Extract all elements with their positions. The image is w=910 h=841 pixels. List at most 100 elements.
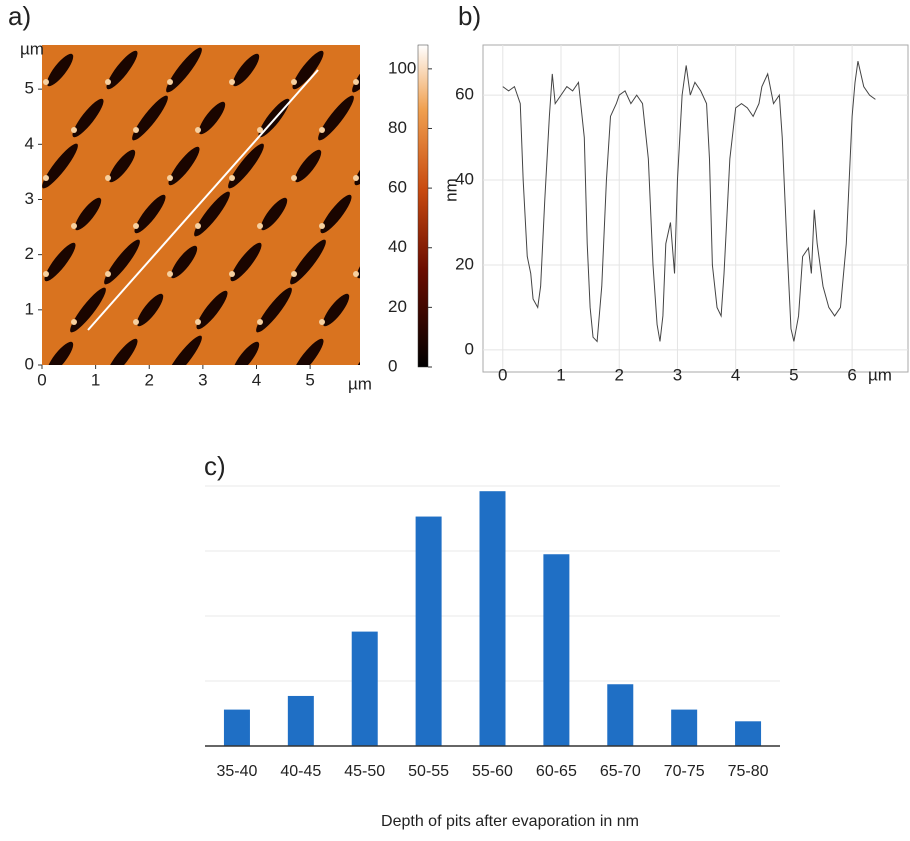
x-axis-title: Depth of pits after evaporation in nm	[381, 813, 639, 830]
bar	[735, 721, 762, 746]
grain	[167, 367, 173, 373]
pit	[230, 242, 262, 282]
y-tick-label: 2	[25, 244, 34, 263]
grain	[381, 223, 387, 229]
x-tick-label: 6	[847, 365, 856, 384]
y-tick-label: 20	[455, 254, 474, 273]
x-tick-label: 2	[145, 370, 154, 389]
pit	[232, 53, 260, 87]
grain	[167, 79, 173, 85]
grain	[71, 319, 77, 325]
pit	[322, 293, 350, 327]
grain	[353, 367, 359, 373]
bar	[415, 516, 442, 746]
grain	[229, 367, 235, 373]
x-tick-label: 2	[614, 365, 623, 384]
colorbar-tick-label: 100	[388, 58, 416, 77]
y-tick-label: 3	[25, 189, 34, 208]
grain	[353, 175, 359, 181]
pit	[46, 341, 74, 365]
grain	[195, 319, 201, 325]
pit	[46, 53, 74, 87]
y-tick-label: 4	[25, 134, 34, 153]
grain	[291, 175, 297, 181]
pit	[136, 293, 164, 327]
pit	[232, 341, 260, 365]
x-tick-label: 1	[556, 365, 565, 384]
grain	[291, 271, 297, 277]
grain	[133, 127, 139, 133]
x-tick-label: 3	[673, 365, 682, 384]
pit	[70, 287, 106, 333]
pit	[290, 239, 326, 285]
x-tick-label: 5	[789, 365, 798, 384]
grain	[105, 271, 111, 277]
grain	[43, 271, 49, 277]
grain	[167, 271, 173, 277]
x-tick-label: 45-50	[344, 763, 385, 780]
x-tick-label: 0	[37, 370, 46, 389]
grain	[71, 127, 77, 133]
profile-line	[87, 69, 319, 331]
x-tick-label: 0	[498, 365, 507, 384]
grain	[381, 319, 387, 325]
grain	[353, 79, 359, 85]
pit	[104, 239, 140, 285]
pit	[196, 290, 228, 330]
pit	[170, 245, 198, 279]
x-tick-label: 3	[198, 370, 207, 389]
grain	[195, 223, 201, 229]
y-tick-label: 0	[25, 354, 34, 373]
colorbar	[417, 44, 429, 368]
grain	[43, 175, 49, 181]
pit	[198, 101, 226, 135]
bar	[671, 709, 698, 746]
panel-label: b)	[458, 1, 481, 31]
x-tick-label: 75-80	[728, 763, 769, 780]
pit	[44, 242, 76, 282]
pit	[292, 50, 324, 90]
panel-label: c)	[204, 451, 226, 481]
bar	[351, 631, 378, 746]
y-tick-label: 1	[25, 299, 34, 318]
bar	[223, 709, 250, 746]
grain	[43, 79, 49, 85]
x-tick-label: 55-60	[472, 763, 513, 780]
grain	[133, 319, 139, 325]
x-tick-label: 4	[731, 365, 740, 384]
pit	[108, 149, 136, 183]
grain	[71, 223, 77, 229]
plot-frame	[482, 44, 909, 373]
grain	[229, 79, 235, 85]
colorbar-tick-label: 0	[388, 356, 397, 375]
pit	[72, 98, 104, 138]
x-tick-label: 40-45	[280, 763, 321, 780]
grain	[257, 223, 263, 229]
pit	[106, 338, 138, 365]
x-axis-unit: µm	[348, 374, 372, 393]
bar	[607, 684, 634, 746]
bar	[543, 554, 570, 746]
profile-line	[502, 61, 876, 343]
pit	[294, 149, 322, 183]
y-tick-label: 0	[465, 339, 474, 358]
x-tick-label: 70-75	[664, 763, 705, 780]
x-tick-label: 50-55	[408, 763, 449, 780]
pit	[74, 197, 102, 231]
grain	[291, 79, 297, 85]
x-tick-label: 1	[91, 370, 100, 389]
pit	[256, 287, 292, 333]
pit	[132, 95, 168, 141]
y-tick-label: 5	[25, 79, 34, 98]
grain	[105, 79, 111, 85]
grain	[105, 367, 111, 373]
pit	[166, 335, 202, 365]
bar	[287, 695, 314, 746]
pit	[318, 95, 354, 141]
grain	[257, 319, 263, 325]
colorbar-tick-label: 40	[388, 237, 407, 256]
pit	[228, 143, 264, 189]
grain	[195, 127, 201, 133]
grain	[133, 223, 139, 229]
